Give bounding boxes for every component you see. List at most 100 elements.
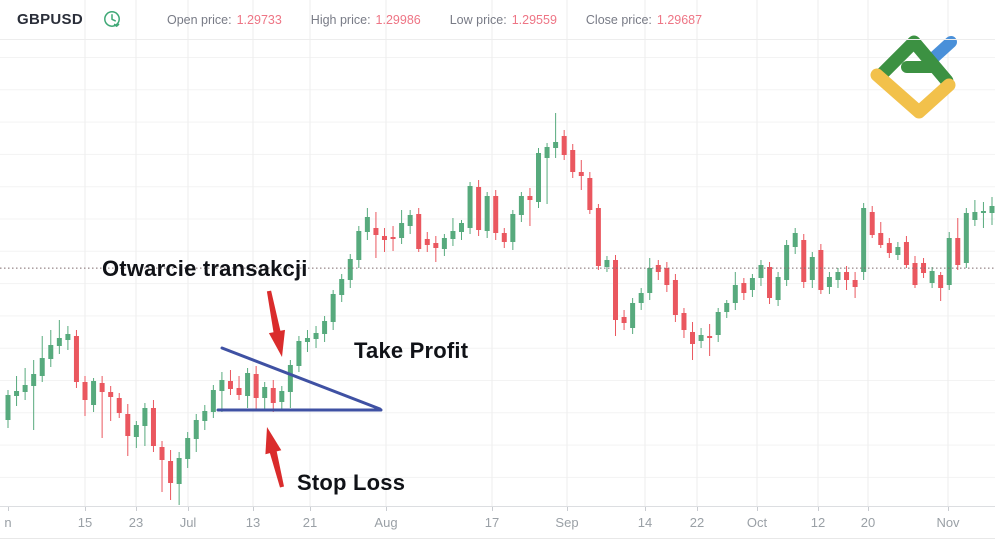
candle-down xyxy=(433,243,439,248)
x-axis-label-15: 15 xyxy=(77,515,93,530)
candle-down xyxy=(527,196,533,200)
close-price-label: Close price: xyxy=(585,12,652,27)
candle-down xyxy=(621,317,627,323)
candle-down xyxy=(381,236,387,240)
candle-down xyxy=(741,283,747,293)
candle-up xyxy=(630,303,636,328)
symbol-title: GBPUSD xyxy=(17,11,83,28)
low-price-stat: Low price: 1.29559 xyxy=(450,13,557,27)
candle-up xyxy=(133,425,139,437)
candle-down xyxy=(561,136,567,155)
candle-down xyxy=(886,243,892,253)
candle-up xyxy=(5,395,11,420)
candle-up xyxy=(467,186,473,228)
candle-up xyxy=(749,278,755,290)
candle-down xyxy=(270,388,276,403)
axis-tick-mark xyxy=(492,507,493,511)
axis-tick-mark xyxy=(868,507,869,511)
candle-down xyxy=(501,233,507,242)
candle-up xyxy=(895,247,901,255)
open-price-stat: Open price: 1.29733 xyxy=(167,13,282,27)
candle-up xyxy=(364,217,370,232)
candle-up xyxy=(980,211,986,213)
candle-down xyxy=(844,272,850,280)
candle-down xyxy=(82,382,88,400)
x-axis-label-Jul: Jul xyxy=(179,515,197,530)
candle-up xyxy=(458,223,464,232)
candle-up xyxy=(698,335,704,341)
candle-up xyxy=(48,345,54,359)
candle-up xyxy=(245,373,251,396)
x-axis-label-n: n xyxy=(4,515,12,530)
low-price-value: 1.29559 xyxy=(511,12,557,27)
candle-up xyxy=(484,196,490,231)
x-axis-label-20: 20 xyxy=(860,515,876,530)
candle-up xyxy=(724,303,730,312)
take-profit-annotation: Take Profit xyxy=(354,338,469,363)
candle-down xyxy=(578,172,584,176)
candle-up xyxy=(339,279,345,295)
axis-tick-mark xyxy=(818,507,819,511)
axis-tick-mark xyxy=(310,507,311,511)
axis-tick-mark xyxy=(8,507,9,511)
logo-yellow-check xyxy=(870,68,956,119)
candle-down xyxy=(878,233,884,245)
candlestick-chart[interactable] xyxy=(0,0,995,506)
candle-up xyxy=(638,293,644,303)
time-axis[interactable]: n 15 23 Jul 13 21 Aug 17 Sep 14 22 Oct 12 20 Nov xyxy=(0,506,995,539)
candle-down xyxy=(570,150,576,172)
candle-down xyxy=(903,242,909,265)
candle-up xyxy=(989,206,995,213)
axis-tick-mark xyxy=(386,507,387,511)
candle-up xyxy=(330,294,336,322)
candle-up xyxy=(972,212,978,220)
candle-up xyxy=(31,374,37,386)
candle-up xyxy=(39,358,45,376)
candle-up xyxy=(946,238,952,285)
candle-down xyxy=(869,212,875,235)
axis-tick-mark xyxy=(253,507,254,511)
candle-up xyxy=(792,233,798,247)
axis-tick-mark xyxy=(645,507,646,511)
candle-down xyxy=(476,187,482,230)
candle-down xyxy=(664,268,670,285)
x-axis-label-Nov: Nov xyxy=(936,515,960,530)
candle-up xyxy=(193,420,199,439)
open-transaction-annotation: Otwarcie transakcji xyxy=(102,256,308,281)
candle-up xyxy=(647,268,653,293)
candle-down xyxy=(921,263,927,273)
axis-tick-mark xyxy=(85,507,86,511)
candle-up xyxy=(219,380,225,391)
candle-up xyxy=(758,265,764,278)
interval-clock-icon[interactable] xyxy=(102,9,124,31)
candle-down xyxy=(373,228,379,235)
low-price-label: Low price: xyxy=(449,12,507,27)
candle-down xyxy=(99,383,105,392)
stop-arrow-icon xyxy=(265,427,284,488)
axis-tick-mark xyxy=(948,507,949,511)
candle-down xyxy=(253,374,259,398)
candle-down xyxy=(116,398,122,413)
close-price-stat: Close price: 1.29687 xyxy=(586,13,702,27)
candle-up xyxy=(356,231,362,260)
candle-up xyxy=(347,259,353,280)
candle-down xyxy=(613,260,619,320)
x-axis-label-13: 13 xyxy=(245,515,261,530)
candle-up xyxy=(784,245,790,280)
candle-down xyxy=(912,263,918,285)
candle-down xyxy=(125,414,131,436)
candle-up xyxy=(65,334,71,340)
candle-down xyxy=(390,237,396,239)
candle-up xyxy=(441,238,447,249)
open-price-label: Open price: xyxy=(166,12,232,27)
candle-up xyxy=(963,213,969,263)
x-axis-label-14: 14 xyxy=(637,515,653,530)
candle-down xyxy=(159,447,165,460)
litefinance-logo xyxy=(870,35,957,119)
axis-tick-mark xyxy=(136,507,137,511)
x-axis-label-21: 21 xyxy=(302,515,318,530)
candle-down xyxy=(587,178,593,210)
candle-down xyxy=(801,240,807,282)
candle-up xyxy=(518,196,524,215)
candle-down xyxy=(818,250,824,290)
